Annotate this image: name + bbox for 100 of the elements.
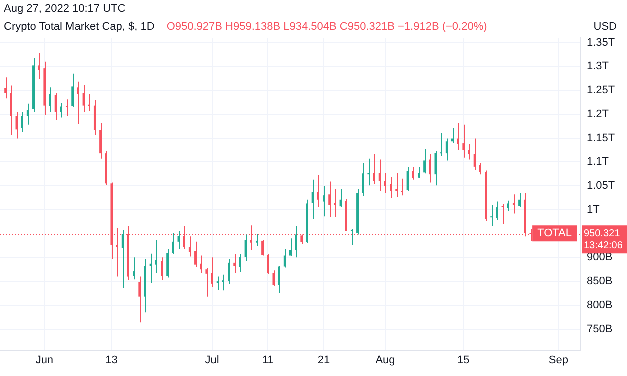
candlestick (340, 188, 342, 208)
candlestick (38, 52, 40, 80)
x-tick-label: Jun (36, 354, 54, 366)
candlestick (178, 230, 180, 250)
text: O950.927B H959.138B L934.504B C950.321B −1.912B (−0.20%) (166, 21, 488, 33)
candlestick (244, 234, 247, 262)
candlestick (21, 112, 24, 133)
candlestick (490, 204, 493, 227)
candlestick (317, 174, 320, 208)
ref-line-label: TOTAL (538, 228, 572, 240)
candlestick (44, 61, 46, 116)
candlestick (138, 276, 141, 324)
candlestick (72, 73, 74, 108)
candlestick (211, 257, 214, 288)
candlestick (66, 99, 68, 117)
candlestick (406, 166, 409, 192)
candlestick (16, 112, 18, 140)
x-tick-label: Aug (376, 354, 396, 366)
candlestick (350, 228, 353, 246)
y-tick-label: 1.15T (587, 132, 616, 144)
candlestick (194, 241, 197, 268)
candlestick (4, 77, 7, 100)
candlestick (446, 138, 448, 162)
candlestick (262, 240, 264, 256)
candlestick (278, 266, 280, 294)
candlestick (32, 58, 35, 113)
candlestick (161, 257, 164, 281)
candlestick (474, 138, 476, 171)
candlestick (462, 124, 465, 158)
candlestick (502, 204, 504, 225)
x-tick-label: 11 (262, 354, 274, 366)
candlestick (368, 158, 370, 186)
candlestick (49, 87, 52, 113)
y-tick-label: 1T (587, 204, 600, 216)
y-tick-label: 1.05T (587, 180, 616, 192)
candlestick (434, 150, 437, 186)
candlestick (512, 194, 515, 214)
y-tick-label: 1.2T (587, 108, 610, 120)
y-tick-label: 1.35T (587, 36, 616, 49)
candlestick (496, 201, 498, 221)
candlestick (172, 232, 174, 255)
text: 950.321 (584, 228, 621, 240)
candlestick (150, 253, 152, 284)
candlestick (468, 144, 470, 160)
candlestick (100, 122, 102, 160)
x-tick-label: Sep (548, 354, 568, 366)
candlestick (284, 249, 286, 268)
text: Aug 27, 2022 10:17 UTC (4, 3, 126, 15)
candlestick (54, 92, 57, 121)
candlestick (234, 254, 236, 274)
y-tick-label: 1.25T (587, 84, 616, 97)
candlestick (10, 85, 12, 136)
candlestick (429, 154, 432, 184)
candlestick (155, 240, 158, 274)
candlestick (60, 102, 62, 118)
y-tick-label: 800B (587, 299, 613, 312)
candlestick (328, 181, 331, 218)
candlestick (77, 81, 80, 124)
candlestick (323, 186, 326, 218)
candlestick (424, 148, 426, 174)
candlestick (457, 122, 460, 151)
candlestick (440, 133, 442, 156)
candlestick (295, 226, 298, 258)
candlestick (312, 179, 314, 220)
candlestick (267, 254, 270, 275)
candlestick (362, 162, 364, 198)
candlestick (390, 176, 392, 198)
candlestick (82, 84, 85, 113)
candlestick (396, 172, 398, 198)
candlestick (412, 166, 414, 180)
candlestick (384, 172, 386, 194)
candlestick (272, 270, 275, 287)
candlestick (88, 94, 90, 112)
candlestick (166, 248, 169, 278)
candlestick (507, 200, 510, 212)
candlestick (518, 192, 521, 208)
candlestick (401, 178, 404, 196)
candlestick (122, 230, 124, 289)
candlestick (26, 103, 29, 126)
candlestick (373, 154, 376, 185)
candlestick (239, 254, 242, 273)
candlestick (256, 234, 258, 247)
x-tick-label: 13 (106, 354, 118, 366)
candlestick (228, 258, 230, 284)
chart-title: Crypto Total Market Cap, $, 1D (4, 21, 155, 33)
candlestick (200, 255, 202, 274)
candlestick (334, 188, 336, 218)
candlestick (206, 268, 208, 298)
text: 13:42:06 (584, 240, 624, 252)
candlestick (216, 276, 219, 291)
candlestick (356, 188, 359, 236)
y-tick-label: 850B (587, 276, 613, 288)
candlestick (479, 162, 482, 176)
y-tick-label: 750B (587, 323, 613, 336)
candlestick (290, 238, 292, 257)
x-tick-label: 15 (458, 354, 470, 366)
candlestick (133, 257, 136, 280)
candlestick (222, 274, 224, 292)
candlestick (378, 159, 381, 192)
candlestick (418, 166, 420, 179)
